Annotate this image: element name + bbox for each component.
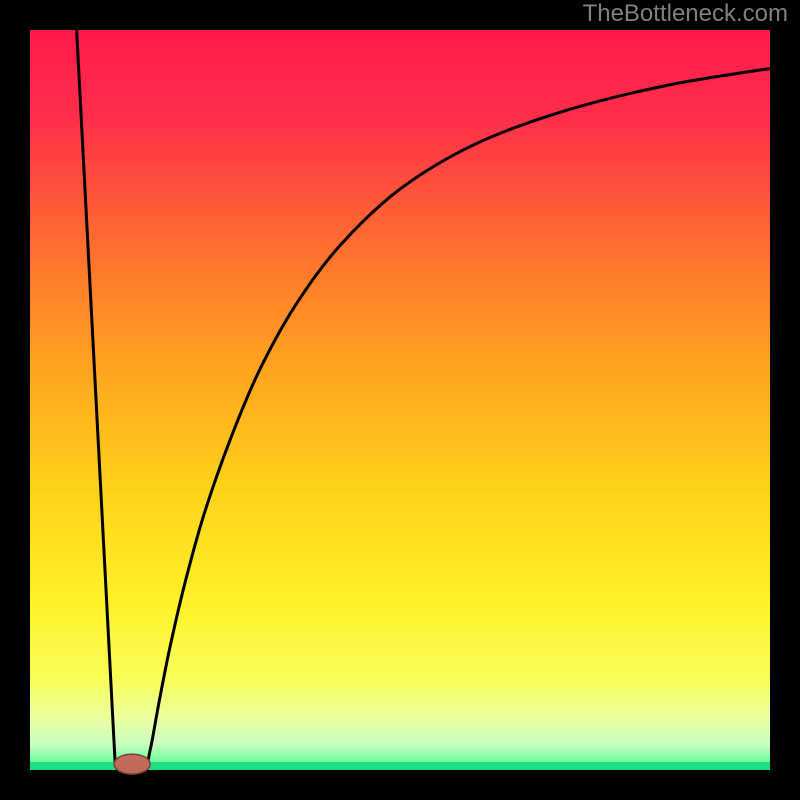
bottleneck-chart bbox=[0, 0, 800, 800]
optimum-marker bbox=[114, 754, 150, 774]
watermark-text: TheBottleneck.com bbox=[583, 0, 788, 28]
gradient-background bbox=[30, 30, 770, 770]
chart-frame: TheBottleneck.com bbox=[0, 0, 800, 800]
